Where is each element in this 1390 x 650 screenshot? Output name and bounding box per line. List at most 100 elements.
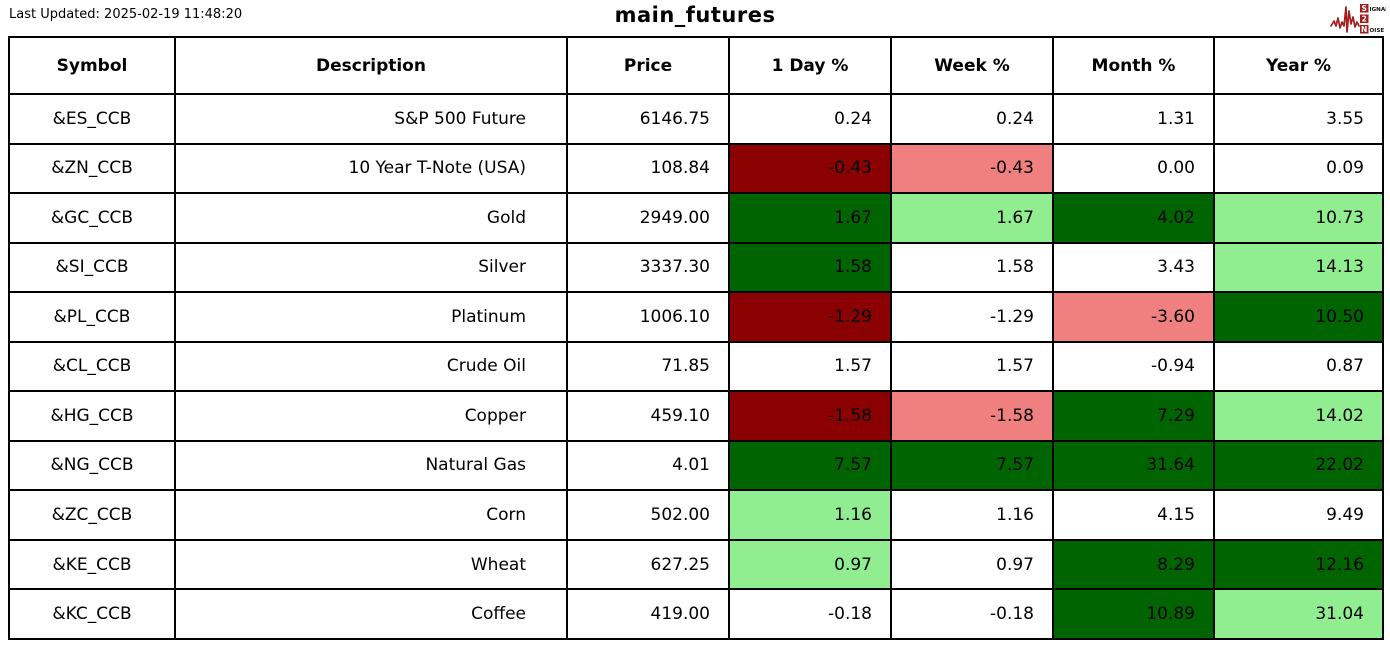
pct-cell-1: 0.24: [890, 93, 1054, 145]
column-header-description: Description: [174, 36, 568, 95]
symbol-cell: &ES_CCB: [8, 93, 176, 145]
table-row: &ZN_CCB 10 Year T-Note (USA) 108.84 -0.43 -0…: [8, 142, 1384, 195]
price-cell: 419.00: [566, 588, 730, 640]
column-header-year-: Year %: [1213, 36, 1384, 95]
description-cell: Silver: [174, 241, 568, 294]
price-cell: 4.01: [566, 439, 730, 492]
description-cell: Natural Gas: [174, 439, 568, 492]
pct-cell-2: 0.00: [1052, 142, 1215, 195]
table-row: &KE_CCB Wheat 627.25 0.97 0.97 8.29 12.16: [8, 538, 1384, 591]
pct-cell-0: 0.24: [728, 93, 892, 145]
table-row: &KC_CCB Coffee 419.00 -0.18 -0.18 10.89 31.04: [8, 588, 1384, 640]
pct-cell-1: 0.97: [890, 538, 1054, 591]
description-cell: Copper: [174, 390, 568, 442]
svg-text:N: N: [1361, 25, 1367, 34]
pct-cell-2: 31.64: [1052, 439, 1215, 492]
table-row: &ZC_CCB Corn 502.00 1.16 1.16 4.15 9.49: [8, 489, 1384, 541]
pct-cell-2: 1.31: [1052, 93, 1215, 145]
symbol-cell: &KC_CCB: [8, 588, 176, 640]
pct-cell-3: 10.50: [1213, 291, 1384, 343]
description-cell: Crude Oil: [174, 340, 568, 393]
table-row: &ES_CCB S&P 500 Future 6146.75 0.24 0.24 1.31…: [8, 93, 1384, 145]
pct-cell-1: -0.18: [890, 588, 1054, 640]
pct-cell-0: -0.43: [728, 142, 892, 195]
price-cell: 3337.30: [566, 241, 730, 294]
pct-cell-2: 4.15: [1052, 489, 1215, 541]
pct-cell-0: 1.16: [728, 489, 892, 541]
symbol-cell: &ZN_CCB: [8, 142, 176, 195]
svg-text:IGNAL: IGNAL: [1370, 7, 1387, 13]
description-cell: Corn: [174, 489, 568, 541]
symbol-cell: &ZC_CCB: [8, 489, 176, 541]
column-header-1-day-: 1 Day %: [728, 36, 892, 95]
pct-cell-1: 1.57: [890, 340, 1054, 393]
price-cell: 1006.10: [566, 291, 730, 343]
waveform-icon: [1330, 6, 1360, 33]
pct-cell-3: 14.02: [1213, 390, 1384, 442]
symbol-cell: &HG_CCB: [8, 390, 176, 442]
symbol-cell: &SI_CCB: [8, 241, 176, 294]
pct-cell-1: -1.29: [890, 291, 1054, 343]
pct-cell-3: 14.13: [1213, 241, 1384, 294]
pct-cell-1: -0.43: [890, 142, 1054, 195]
price-cell: 71.85: [566, 340, 730, 393]
svg-text:2: 2: [1362, 15, 1367, 24]
column-header-symbol: Symbol: [8, 36, 176, 95]
pct-cell-3: 31.04: [1213, 588, 1384, 640]
pct-cell-3: 3.55: [1213, 93, 1384, 145]
page-title: main_futures: [614, 3, 776, 27]
pct-cell-1: -1.58: [890, 390, 1054, 442]
symbol-cell: &KE_CCB: [8, 538, 176, 591]
last-updated-label: Last Updated: 2025-02-19 11:48:20: [9, 7, 243, 22]
symbol-cell: &GC_CCB: [8, 192, 176, 244]
pct-cell-1: 1.16: [890, 489, 1054, 541]
pct-cell-3: 22.02: [1213, 439, 1384, 492]
price-cell: 502.00: [566, 489, 730, 541]
column-header-week-: Week %: [890, 36, 1054, 95]
description-cell: S&P 500 Future: [174, 93, 568, 145]
pct-cell-0: -1.58: [728, 390, 892, 442]
pct-cell-2: 8.29: [1052, 538, 1215, 591]
pct-cell-3: 12.16: [1213, 538, 1384, 591]
column-header-price: Price: [566, 36, 730, 95]
price-cell: 108.84: [566, 142, 730, 195]
pct-cell-3: 0.09: [1213, 142, 1384, 195]
header-row: Symbol Description Price 1 Day % Week % Month…: [8, 36, 1384, 95]
pct-cell-3: 9.49: [1213, 489, 1384, 541]
table-row: &PL_CCB Platinum 1006.10 -1.29 -1.29 -3.60 10.…: [8, 291, 1384, 343]
pct-cell-3: 0.87: [1213, 340, 1384, 393]
symbol-cell: &PL_CCB: [8, 291, 176, 343]
pct-cell-0: -1.29: [728, 291, 892, 343]
pct-cell-2: 7.29: [1052, 390, 1215, 442]
svg-text:S: S: [1361, 4, 1366, 13]
pct-cell-2: -3.60: [1052, 291, 1215, 343]
table-row: &CL_CCB Crude Oil 71.85 1.57 1.57 -0.94 0.87: [8, 340, 1384, 393]
pct-cell-3: 10.73: [1213, 192, 1384, 244]
price-cell: 6146.75: [566, 93, 730, 145]
table-row: &GC_CCB Gold 2949.00 1.67 1.67 4.02 10.73: [8, 192, 1384, 244]
pct-cell-1: 1.58: [890, 241, 1054, 294]
description-cell: 10 Year T-Note (USA): [174, 142, 568, 195]
price-cell: 459.10: [566, 390, 730, 442]
pct-cell-2: 10.89: [1052, 588, 1215, 640]
pct-cell-0: 0.97: [728, 538, 892, 591]
description-cell: Wheat: [174, 538, 568, 591]
table-row: &HG_CCB Copper 459.10 -1.58 -1.58 7.29 14.02: [8, 390, 1384, 442]
table-row: &NG_CCB Natural Gas 4.01 7.57 7.57 31.64 22.02: [8, 439, 1384, 492]
column-header-month-: Month %: [1052, 36, 1215, 95]
price-cell: 2949.00: [566, 192, 730, 244]
table-body: &ES_CCB S&P 500 Future 6146.75 0.24 0.24 1.31…: [8, 93, 1384, 640]
symbol-cell: &NG_CCB: [8, 439, 176, 492]
description-cell: Coffee: [174, 588, 568, 640]
pct-cell-1: 7.57: [890, 439, 1054, 492]
pct-cell-2: 4.02: [1052, 192, 1215, 244]
pct-cell-1: 1.67: [890, 192, 1054, 244]
pct-cell-2: 3.43: [1052, 241, 1215, 294]
description-cell: Platinum: [174, 291, 568, 343]
description-cell: Gold: [174, 192, 568, 244]
price-cell: 627.25: [566, 538, 730, 591]
pct-cell-0: 1.58: [728, 241, 892, 294]
pct-cell-0: 1.57: [728, 340, 892, 393]
signal2noise-logo-icon: S IGNAL 2 N OISE: [1330, 4, 1387, 34]
